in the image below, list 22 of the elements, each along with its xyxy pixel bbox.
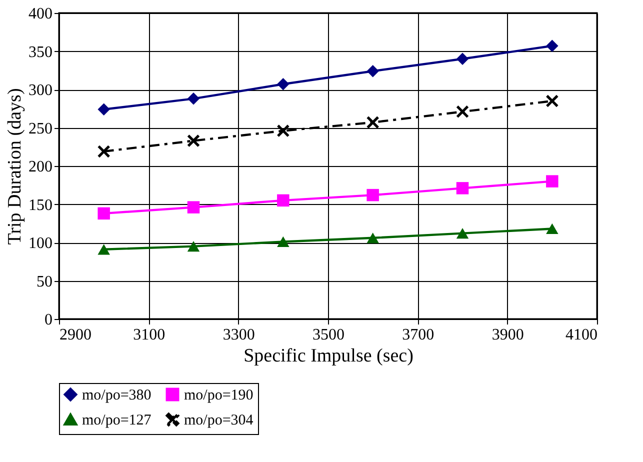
x-tick-label: 2900 (60, 326, 92, 344)
y-tick-label: 200 (28, 158, 52, 176)
legend-label: mo/po=304 (184, 412, 254, 428)
legend-label: mo/po=127 (82, 412, 152, 428)
x-tick-label: 3100 (133, 326, 166, 344)
y-tick-label: 350 (28, 44, 52, 61)
y-tick-label: 100 (28, 235, 52, 252)
x-tick-label: 3500 (312, 326, 344, 344)
legend-label: mo/po=380 (82, 388, 152, 404)
x-tick-label: 4100 (566, 326, 598, 344)
x-tick-label: 3900 (492, 326, 524, 344)
y-axis-title: Trip Duration (days) (4, 88, 26, 245)
legend-label: mo/po=190 (184, 388, 254, 404)
x-tick-label: 3700 (402, 326, 434, 344)
y-tick-label: 250 (28, 120, 52, 138)
y-tick-label: 150 (28, 196, 52, 214)
x-tick-label: 3300 (222, 326, 255, 344)
y-tick-label: 0 (44, 312, 52, 328)
y-tick-label: 400 (28, 6, 52, 22)
x-axis-title: Specific Impulse (sec) (244, 346, 414, 366)
y-tick-label: 50 (36, 273, 52, 290)
y-tick-label: 300 (28, 82, 52, 99)
